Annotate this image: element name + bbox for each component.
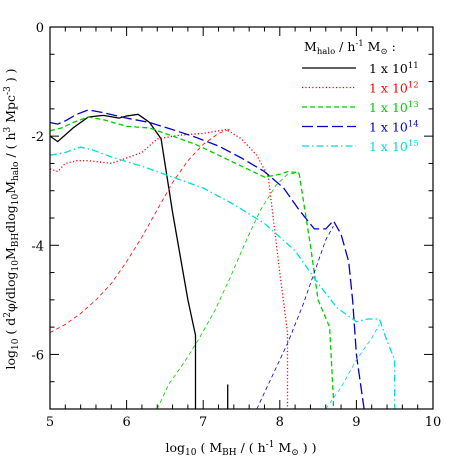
y-tick-label: -2 [31, 130, 44, 145]
legend-label: 1 x 1013 [369, 100, 419, 115]
tick-labels: 5 6 7 8 9 10 0 -2 -4 -6 [31, 21, 441, 430]
plot-frame [49, 26, 434, 410]
y-tick-label: 0 [36, 21, 44, 36]
x-tick-label: 7 [199, 415, 207, 430]
legend-item: 1 x 1011 [302, 61, 419, 76]
x-tick-label: 5 [46, 415, 54, 430]
y-tick-label: -4 [31, 239, 44, 254]
series-line [50, 113, 197, 409]
series-line [50, 128, 289, 409]
x-tick-label: 6 [122, 415, 130, 430]
series-line [50, 109, 365, 409]
legend-label: 1 x 1012 [369, 81, 419, 96]
x-tick-label: 9 [352, 415, 360, 430]
series-layer [50, 109, 396, 409]
legend-item: 1 x 1015 [302, 139, 419, 154]
series-line [50, 116, 335, 409]
legend-item: 1 x 1014 [302, 120, 419, 135]
legend-item: 1 x 1013 [302, 100, 419, 115]
series-line [50, 146, 396, 409]
series-line-unresolved [156, 172, 300, 409]
x-axis-title: log10 ( MBH / ( h-1 M⊙ ) ) [166, 440, 317, 458]
legend-label: 1 x 1011 [369, 61, 419, 76]
legend-title: Mhalo / h-1 M⊙ : [304, 39, 396, 57]
x-tick-label: 8 [276, 415, 284, 430]
legend-label: 1 x 1015 [369, 139, 419, 154]
legend-item: 1 x 1012 [302, 81, 419, 96]
legend-label: 1 x 1014 [369, 120, 419, 135]
series-line-unresolved [325, 324, 380, 409]
y-tick-label: -6 [31, 348, 44, 363]
series-line-unresolved [256, 226, 334, 409]
series-line-unresolved [50, 128, 231, 333]
y-axis-title: log10 ( d2φ/dlog10MBHdlog10Mhalo / ( h3 … [3, 68, 21, 369]
x-tick-label: 10 [425, 415, 442, 430]
legend: Mhalo / h-1 M⊙ : 1 x 1011 1 x 1012 1 x 101… [302, 39, 419, 154]
